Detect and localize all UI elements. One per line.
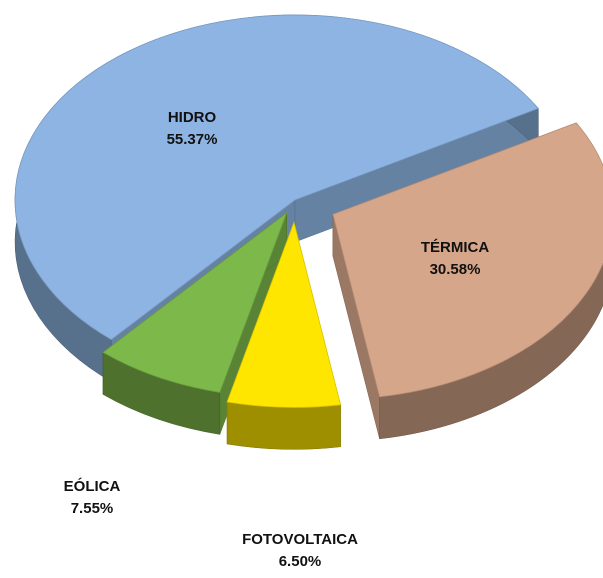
slice-top: [14, 14, 539, 341]
slice-label: TÉRMICA: [421, 239, 489, 256]
slice-value-label: 55.37%: [167, 131, 218, 148]
slice-value-label: 30.58%: [430, 261, 481, 278]
slice-top: [226, 221, 342, 408]
slice-side: [379, 122, 603, 440]
slice: [226, 221, 342, 450]
slice-top: [102, 211, 288, 393]
slice-label: EÓLICA: [64, 477, 121, 495]
slice: [332, 122, 603, 440]
slice-label: HIDRO: [168, 109, 217, 126]
slice-label: FOTOVOLTAICA: [242, 531, 358, 548]
slice-side: [226, 401, 341, 450]
slice-value-label: 7.55%: [71, 500, 114, 517]
slice-value-label: 6.50%: [279, 553, 322, 570]
slice-top: [332, 122, 603, 398]
